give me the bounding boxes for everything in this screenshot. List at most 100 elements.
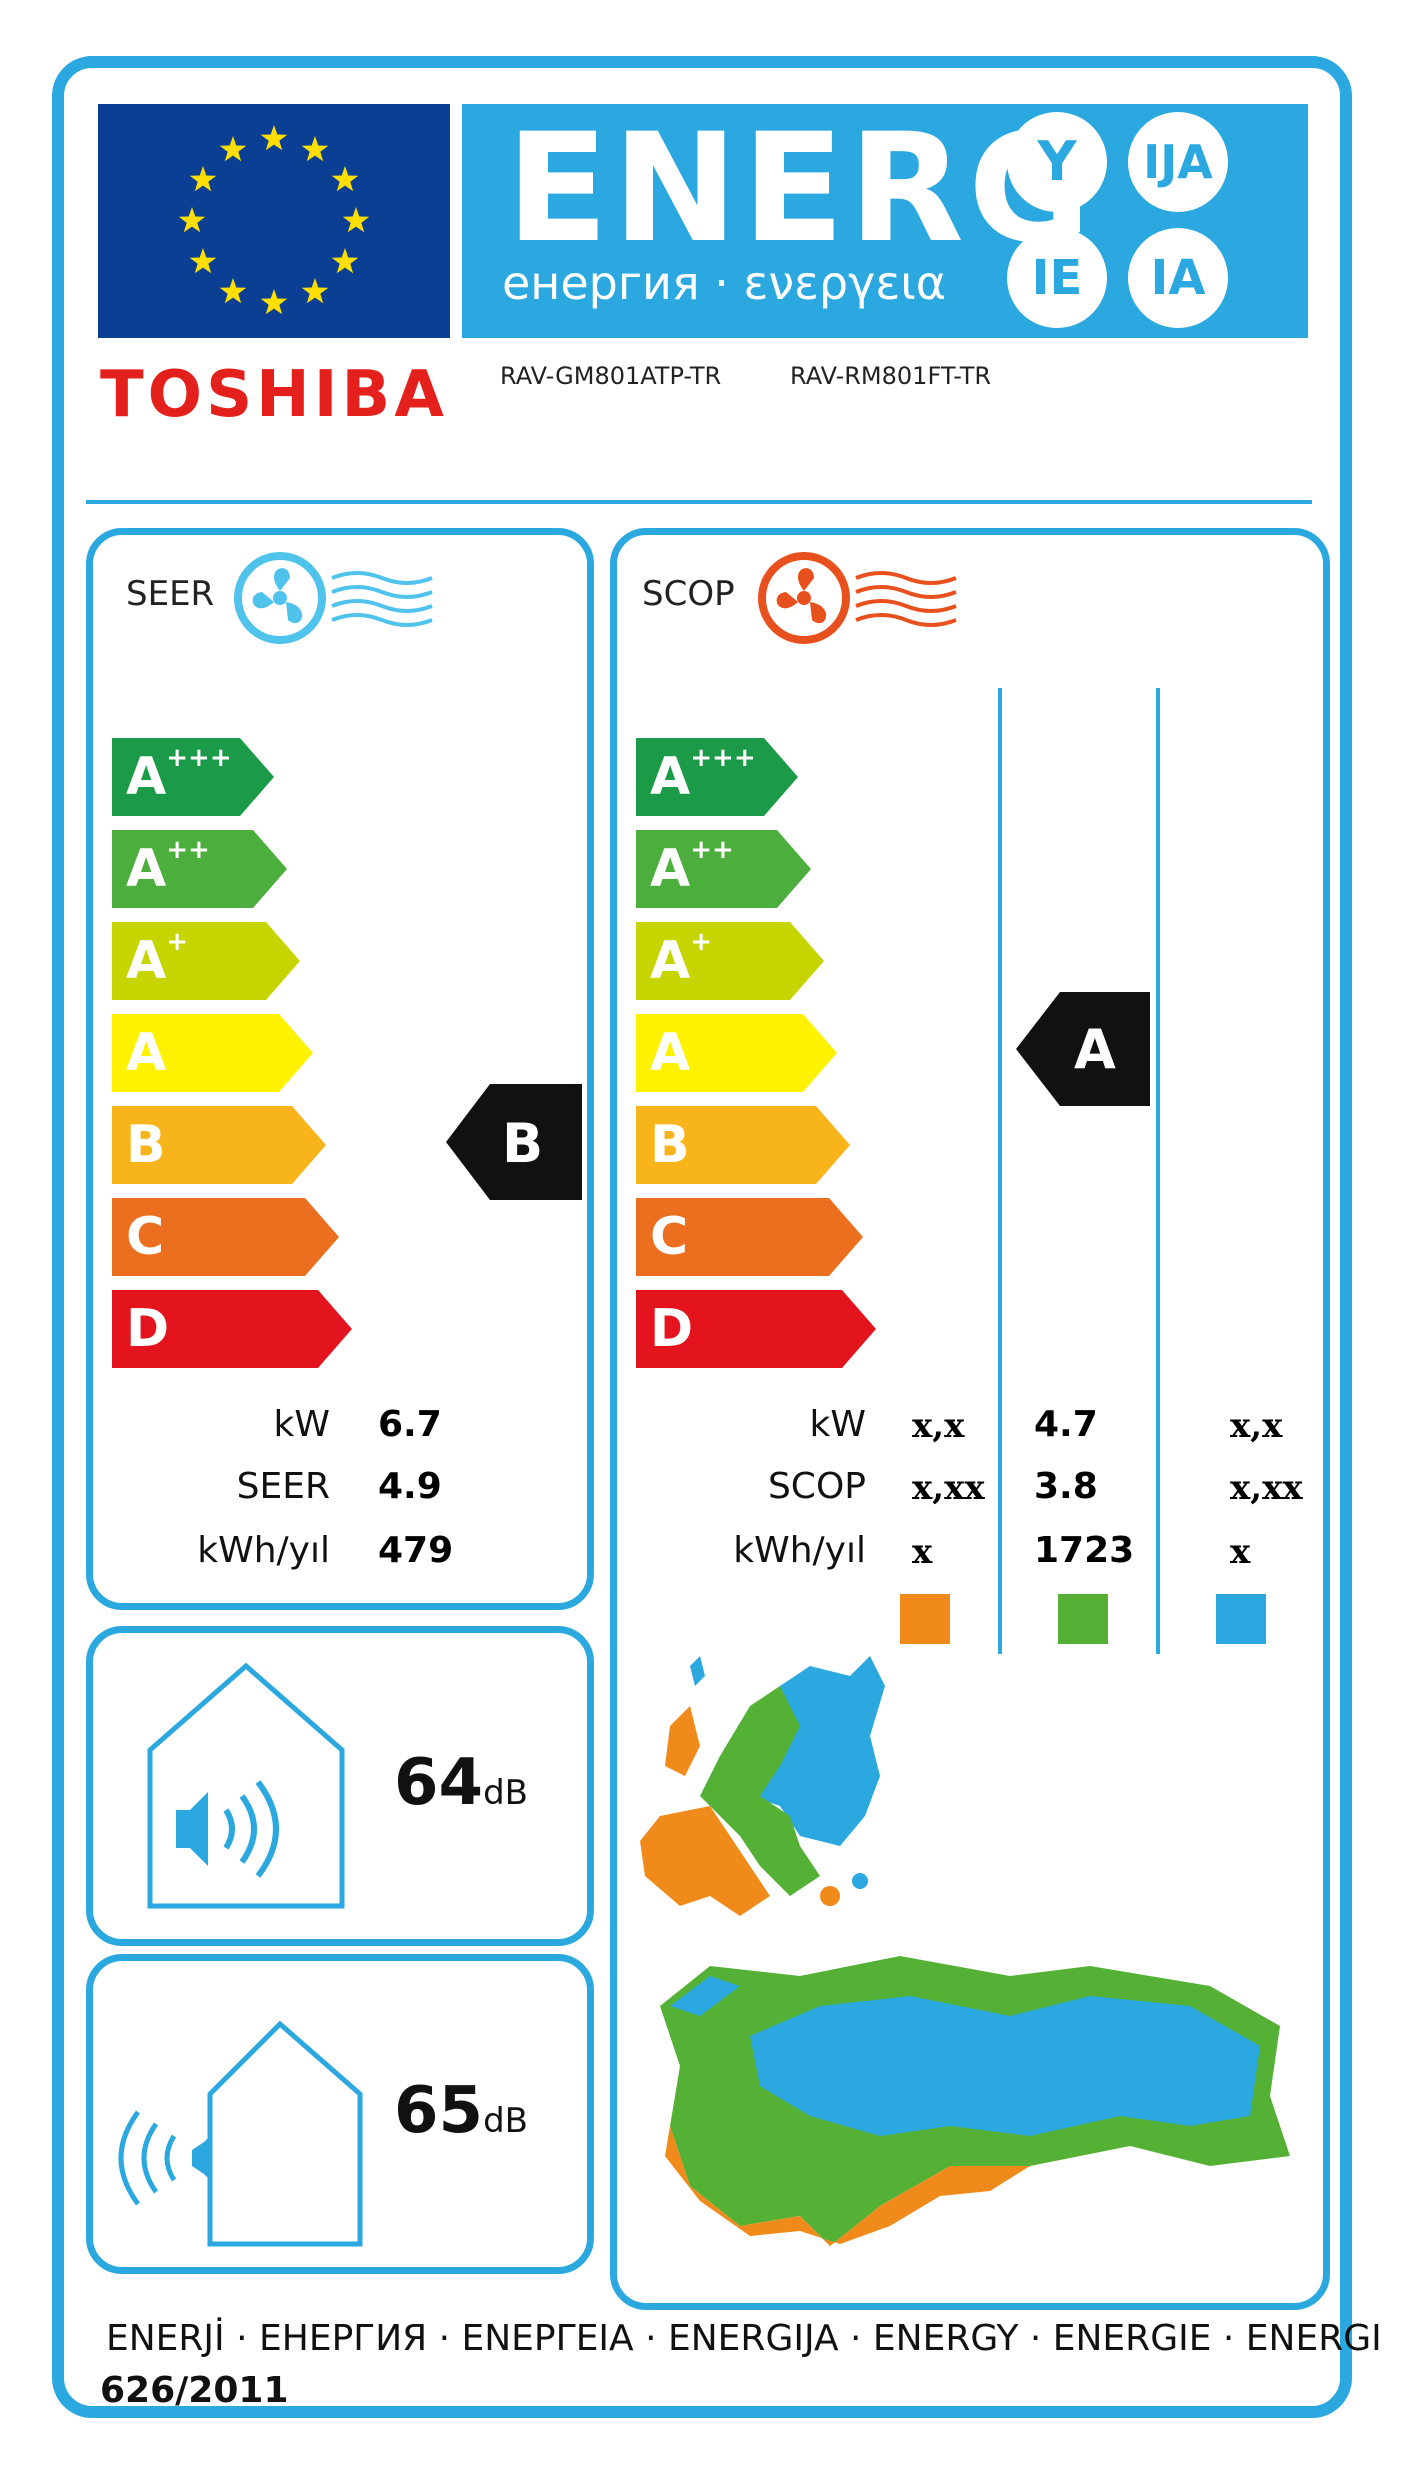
cooling-seer-value: 4.9 — [378, 1466, 442, 1507]
brand-logo: TOSHIBA — [100, 358, 448, 432]
cooling-class-arrow: A++ — [112, 830, 287, 908]
heating-class-arrow: A — [636, 1014, 837, 1092]
model-indoor: RAV-GM801ATP-TR — [500, 362, 722, 390]
cooling-kw-value: 6.7 — [378, 1404, 442, 1445]
heating-class-letter: A — [650, 839, 691, 899]
heating-class-letter: A — [650, 1023, 691, 1083]
energy-word: ENERG — [506, 102, 1096, 276]
zone-divider — [1156, 688, 1160, 1654]
cooling-class-label: A+ — [126, 922, 188, 1000]
cooling-class-letter: B — [126, 1115, 166, 1175]
cooling-class-plus: +++ — [166, 743, 232, 773]
indoor-noise-value: 64 — [394, 1746, 484, 1820]
cooling-class-plus: ++ — [166, 835, 210, 865]
cooling-class-letter: C — [126, 1207, 165, 1267]
heating-class-label: C — [650, 1198, 688, 1276]
cooling-class-letter: A — [126, 747, 167, 807]
cooling-class-label: C — [126, 1198, 164, 1276]
label-frame — [52, 56, 1352, 2418]
eu-star-icon — [189, 248, 217, 274]
heating-kwh-label: kWh/yıl — [733, 1530, 866, 1571]
heating-class-letter: B — [650, 1115, 690, 1175]
cooling-class-letter: A — [126, 839, 167, 899]
cooling-rating-arrow: B — [446, 1084, 582, 1200]
regulation-number: 626/2011 — [100, 2370, 289, 2411]
indoor-speaker-house-icon — [147, 1662, 345, 1909]
europe-climate-map-icon — [640, 1656, 885, 1916]
eu-star-icon — [178, 207, 206, 233]
warm-scop-value: x,xx — [912, 1468, 985, 1508]
cooling-class-label: A++ — [126, 830, 210, 908]
cold-scop-value: x,xx — [1230, 1468, 1303, 1508]
cooling-class-arrow: A+ — [112, 922, 300, 1000]
heating-scop-label: SCOP — [767, 1466, 866, 1507]
average-scop-value: 3.8 — [1034, 1466, 1098, 1507]
cooling-class-arrow: A — [112, 1014, 313, 1092]
cooling-kwh-value: 479 — [378, 1530, 454, 1571]
heating-class-arrow: C — [636, 1198, 863, 1276]
warm-zone-swatch — [900, 1594, 950, 1644]
cooling-class-arrow: B — [112, 1106, 326, 1184]
cooling-class-plus: + — [166, 927, 189, 957]
cooling-kw-label: kW — [273, 1404, 330, 1445]
heating-class-plus: ++ — [690, 835, 734, 865]
eu-star-icon — [219, 278, 247, 304]
eu-star-icon — [189, 166, 217, 192]
eu-star-icon — [331, 166, 359, 192]
footer-languages: ENERJİ · ЕНЕРГИЯ · ΕΝΕΡΓΕΙΑ · ENERGIJA ·… — [106, 2318, 1382, 2359]
indoor-noise-reading: 64dB — [394, 1746, 528, 1820]
cold-zone-swatch — [1216, 1594, 1266, 1644]
cooling-seer-label: SEER — [236, 1466, 330, 1507]
suffix-badge: IJA — [1128, 112, 1228, 212]
cooling-class-label: A+++ — [126, 738, 232, 816]
zone-divider — [998, 688, 1002, 1654]
heating-rating-arrow: A — [1016, 992, 1150, 1106]
heating-class-arrow: A++ — [636, 830, 811, 908]
indoor-noise-panel — [86, 1626, 594, 1946]
heating-class-label: D — [650, 1290, 693, 1368]
average-zone-swatch — [1058, 1594, 1108, 1644]
eu-stars-icon — [178, 125, 370, 315]
model-outdoor: RAV-RM801FT-TR — [790, 362, 992, 390]
eu-star-icon — [331, 248, 359, 274]
suffix-badge: IE — [1007, 228, 1107, 328]
eu-star-icon — [219, 136, 247, 162]
heating-class-arrow: A+++ — [636, 738, 798, 816]
fan-heat-icon — [758, 552, 957, 644]
turkey-climate-map-icon — [660, 1956, 1290, 2246]
average-kw-value: 4.7 — [1034, 1404, 1098, 1445]
heating-title: SCOP — [642, 574, 735, 614]
heating-class-letter: D — [650, 1299, 694, 1359]
heating-class-letter: A — [650, 931, 691, 991]
eu-star-icon — [301, 278, 329, 304]
outdoor-speaker-house-icon — [118, 2020, 363, 2247]
cooling-class-letter: A — [126, 1023, 167, 1083]
heating-class-label: A+ — [650, 922, 712, 1000]
suffix-badge: Y — [1007, 112, 1107, 212]
eu-star-icon — [301, 136, 329, 162]
cold-kw-value: x,x — [1230, 1406, 1283, 1446]
suffix-badge: IA — [1128, 228, 1228, 328]
cooling-class-arrow: C — [112, 1198, 339, 1276]
cold-kwh-value: x — [1230, 1532, 1251, 1572]
cooling-class-letter: A — [126, 931, 167, 991]
energy-subtitle: енергия · ενεργεια — [502, 256, 947, 310]
heating-panel — [610, 528, 1330, 2310]
indoor-noise-unit: dB — [483, 1773, 528, 1813]
heating-class-plus: + — [690, 927, 713, 957]
cooling-panel — [86, 528, 594, 1610]
cooling-class-label: B — [126, 1106, 166, 1184]
heating-class-letter: A — [650, 747, 691, 807]
heating-class-arrow: D — [636, 1290, 876, 1368]
heating-class-label: A+++ — [650, 738, 756, 816]
heating-rating-letter: A — [1074, 1018, 1116, 1081]
divider — [86, 500, 1312, 504]
fan-cool-icon — [234, 552, 433, 644]
eu-star-icon — [342, 207, 370, 233]
heating-class-plus: +++ — [690, 743, 756, 773]
eu-flag — [98, 104, 450, 338]
eu-star-icon — [260, 125, 288, 151]
cooling-title: SEER — [126, 574, 215, 614]
heating-class-arrow: A+ — [636, 922, 824, 1000]
warm-kw-value: x,x — [912, 1406, 965, 1446]
